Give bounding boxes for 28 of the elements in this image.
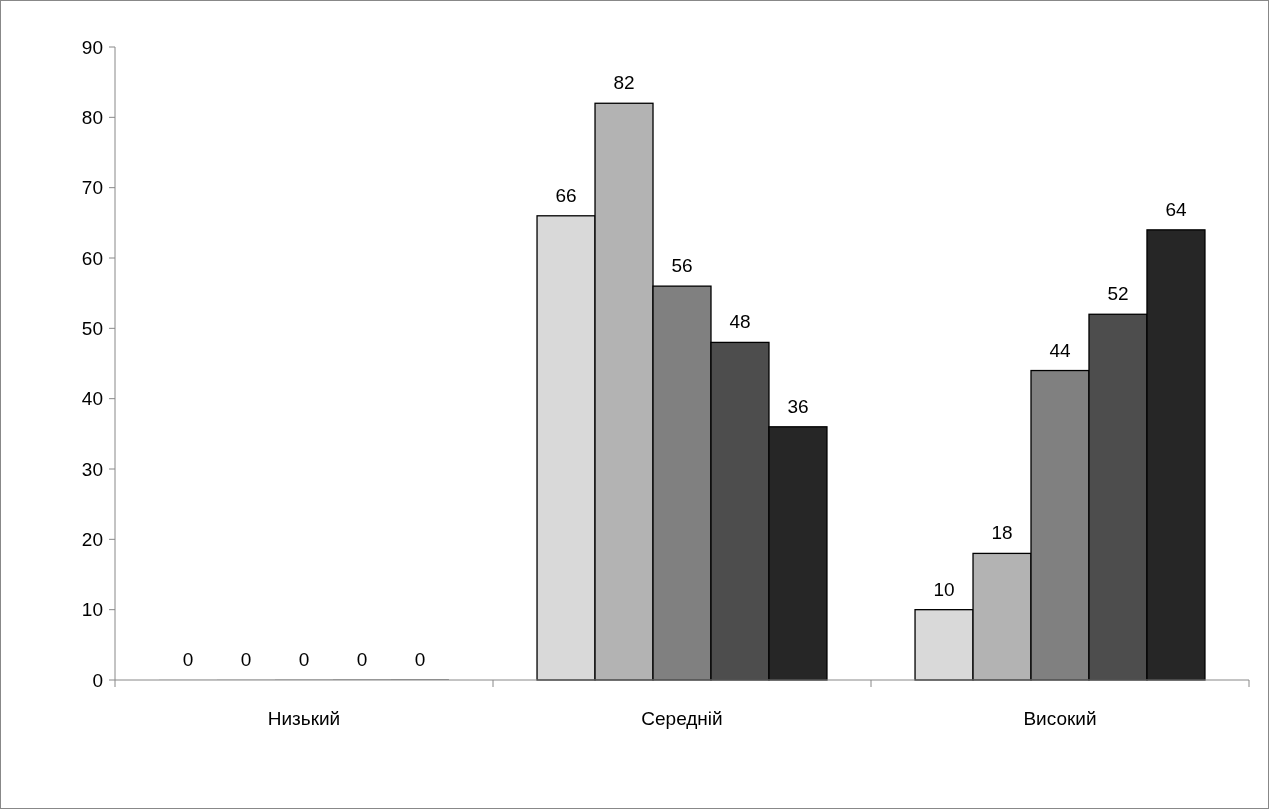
x-tick-label: Високий xyxy=(1023,708,1097,729)
data-label: 36 xyxy=(787,395,809,417)
data-label: 0 xyxy=(356,649,368,670)
data-label: 10 xyxy=(933,578,955,600)
data-label: 18 xyxy=(991,522,1013,544)
data-label: 66 xyxy=(555,184,577,206)
data-label: 64 xyxy=(1165,198,1187,220)
y-tick-label: 60 xyxy=(81,247,103,269)
y-tick-label: 90 xyxy=(81,36,103,58)
y-tick-label: 40 xyxy=(81,388,103,410)
data-label: 0 xyxy=(414,649,426,670)
y-tick-label: 50 xyxy=(81,317,103,339)
y-tick-label: 80 xyxy=(81,106,103,128)
y-tick-label: 20 xyxy=(81,528,103,550)
data-label: 52 xyxy=(1107,283,1129,305)
y-tick-label: 30 xyxy=(81,458,103,480)
data-label: 56 xyxy=(671,255,693,277)
x-tick-label: Середній xyxy=(641,708,723,729)
y-tick-label: 0 xyxy=(92,669,103,691)
data-label: 0 xyxy=(240,649,252,670)
data-label: 0 xyxy=(298,649,310,670)
data-label: 44 xyxy=(1049,339,1071,361)
x-tick-label: Низький xyxy=(267,708,341,729)
data-label: 82 xyxy=(613,72,635,94)
y-tick-label: 70 xyxy=(81,177,103,199)
data-label: 0 xyxy=(182,649,194,670)
y-tick-label: 10 xyxy=(81,599,103,621)
data-label: 48 xyxy=(729,311,751,333)
